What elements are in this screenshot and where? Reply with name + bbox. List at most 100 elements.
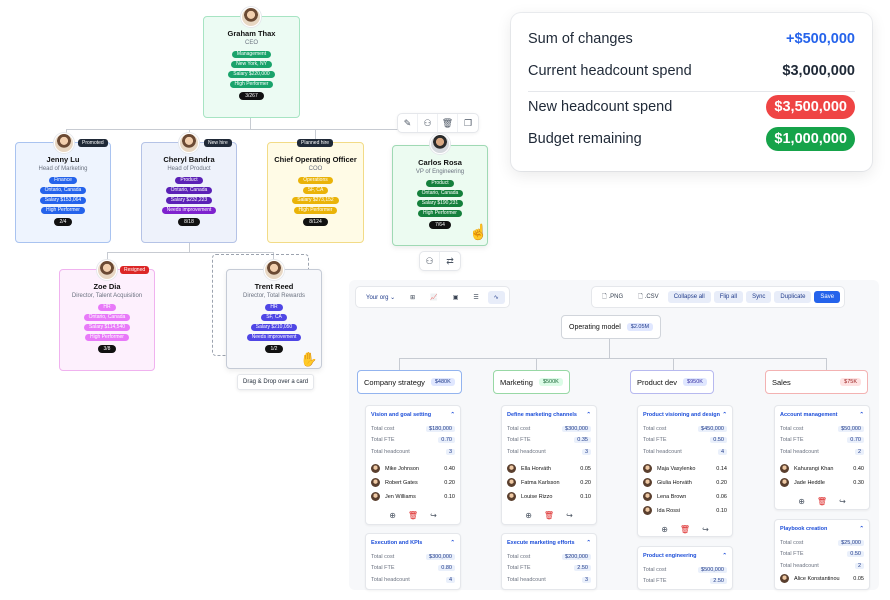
- add-icon[interactable]: ⊕: [798, 496, 805, 506]
- activity-icon[interactable]: ∿: [487, 290, 505, 304]
- add-icon[interactable]: ⊕: [661, 524, 668, 534]
- total-fte: 2.50: [574, 565, 591, 572]
- dept-marketing[interactable]: Marketing $500K: [493, 370, 570, 394]
- group-card[interactable]: Account management ⌃ Total cost $50,000 To…: [774, 405, 870, 510]
- delete-icon[interactable]: 🗑: [816, 496, 828, 506]
- add-person-icon[interactable]: ⚇: [420, 252, 440, 270]
- employee-row[interactable]: Kahurangi Khan 0.40: [780, 462, 864, 476]
- total-fte: 0.50: [847, 551, 864, 558]
- employee-row[interactable]: Alice Konstantinou 0.05: [780, 572, 864, 586]
- group-card[interactable]: Product engineering ⌃ Total cost $500,000 …: [637, 546, 733, 590]
- coo-card[interactable]: Chief Operating Officer COO Operations S…: [267, 142, 364, 243]
- row-label: Total cost: [643, 425, 667, 432]
- jenny-card[interactable]: Jenny Lu Head of Marketing Finance Ontar…: [15, 142, 111, 243]
- chevron-up-icon[interactable]: ⌃: [586, 540, 591, 546]
- redirect-icon[interactable]: ↪: [430, 510, 437, 520]
- carlos-card[interactable]: Carlos Rosa VP of Engineering Product On…: [392, 145, 488, 246]
- employee-row[interactable]: Jen Williams 0.10: [371, 490, 455, 504]
- chevron-up-icon[interactable]: ⌃: [859, 412, 864, 418]
- employee-row[interactable]: Fatma Karlsson 0.20: [507, 476, 591, 490]
- group-card[interactable]: Product visioning and design ⌃ Total cost…: [637, 405, 733, 537]
- redirect-icon[interactable]: ↪: [839, 496, 846, 506]
- redirect-icon[interactable]: ↪: [566, 510, 573, 520]
- export-csv-button[interactable]: 🗋 .CSV: [632, 289, 665, 305]
- employee-name: Fatma Karlsson: [521, 479, 560, 486]
- employee-row[interactable]: Lena Brown 0.06: [643, 490, 727, 504]
- flip-all-button[interactable]: Flip all: [713, 291, 744, 303]
- employee-row[interactable]: Ida Rossi 0.10: [643, 504, 727, 518]
- save-button[interactable]: Save: [814, 291, 841, 303]
- row-label: Total headcount: [507, 448, 546, 455]
- group-title: Playbook creation: [780, 526, 828, 532]
- swap-icon[interactable]: ⇄: [446, 255, 454, 266]
- employee-row[interactable]: Giulia Horváth 0.20: [643, 476, 727, 490]
- chevron-up-icon[interactable]: ⌃: [450, 540, 455, 546]
- trent-card[interactable]: Trent Reed Director, Total Rewards HR SF…: [226, 269, 322, 369]
- employee-row[interactable]: Ella Horváth 0.05: [507, 462, 591, 476]
- line-chart-icon[interactable]: 📈: [430, 294, 438, 301]
- sync-button[interactable]: Sync: [746, 291, 772, 303]
- group-card[interactable]: Define marketing channels ⌃ Total cost $30…: [501, 405, 597, 525]
- duplicate-button[interactable]: Duplicate: [774, 291, 812, 303]
- summary-row: Budget remaining $1,000,000: [528, 127, 855, 151]
- export-png-button[interactable]: 🗋 .PNG: [596, 289, 629, 305]
- action-toolbar: 🗋 .PNG 🗋 .CSV Collapse all Flip all Sync…: [591, 286, 846, 308]
- export-png-label: .PNG: [608, 294, 624, 300]
- delete-icon[interactable]: 🗑: [679, 524, 691, 534]
- card-title: Head of Marketing: [38, 166, 88, 172]
- report-count[interactable]: 2/4: [53, 218, 73, 226]
- zoe-card[interactable]: Zoe Dia Director, Talent Acquisition HR …: [59, 269, 155, 371]
- delete-icon[interactable]: 🗑: [543, 510, 555, 520]
- collapse-all-button[interactable]: Collapse all: [667, 291, 711, 303]
- row-label: Total FTE: [643, 437, 667, 444]
- report-count[interactable]: 3/8: [97, 345, 117, 353]
- chevron-up-icon[interactable]: ⌃: [586, 412, 591, 418]
- location-pill: Ontario, Canada: [165, 187, 213, 194]
- report-count[interactable]: 7/64: [429, 221, 451, 229]
- report-count[interactable]: 3/267: [239, 92, 264, 100]
- edit-icon[interactable]: ✎: [398, 114, 418, 132]
- chevron-up-icon[interactable]: ⌃: [722, 412, 727, 418]
- ceo-card[interactable]: Graham Thax CEO Management New York, NY …: [203, 16, 300, 118]
- org-tree-icon[interactable]: ⊞: [410, 294, 416, 301]
- row-label: Total FTE: [507, 565, 531, 572]
- delete-icon[interactable]: 🗑: [407, 510, 419, 520]
- copy-icon[interactable]: ❐: [463, 117, 473, 128]
- employee-row[interactable]: Jade Heddle 0.30: [780, 476, 864, 490]
- cheryl-card[interactable]: Cheryl Bandra Head of Product Product On…: [141, 142, 237, 243]
- image-icon[interactable]: ▣: [452, 294, 459, 301]
- add-person-icon[interactable]: ⚇: [418, 114, 438, 132]
- row-label: Total FTE: [780, 551, 804, 558]
- employee-row[interactable]: Robert Gates 0.20: [371, 476, 455, 490]
- summary-row: Current headcount spend $3,000,000: [528, 63, 855, 79]
- add-icon[interactable]: ⊕: [389, 510, 396, 520]
- redirect-icon[interactable]: ↪: [702, 524, 709, 534]
- employee-row[interactable]: Mike Johnson 0.40: [371, 462, 455, 476]
- employee-row[interactable]: Maja Vasylenko 0.14: [643, 462, 727, 476]
- add-icon[interactable]: ⊕: [525, 510, 532, 520]
- total-cost: $200,000: [562, 553, 591, 560]
- summary-value: $3,000,000: [782, 63, 855, 79]
- delete-icon[interactable]: 🗑: [438, 114, 458, 132]
- dept-company-strategy[interactable]: Company strategy $480K: [357, 370, 462, 394]
- department-pill: Finance: [49, 177, 77, 184]
- employee-row[interactable]: Louise Rizzo 0.10: [507, 490, 591, 504]
- card-name: Trent Reed: [254, 282, 294, 291]
- group-card[interactable]: Execute marketing efforts ⌃ Total cost $20…: [501, 533, 597, 590]
- dept-product-dev[interactable]: Product dev $950K: [630, 370, 714, 394]
- report-count[interactable]: 8/124: [303, 218, 328, 226]
- employee-fte: 0.40: [853, 465, 864, 472]
- list-icon[interactable]: ☰: [473, 294, 479, 301]
- group-card[interactable]: Execution and KPIs ⌃ Total cost $300,000 T…: [365, 533, 461, 590]
- dept-sales[interactable]: Sales $75K: [765, 370, 868, 394]
- performance-pill: High Performer: [418, 210, 462, 217]
- chevron-up-icon[interactable]: ⌃: [722, 553, 727, 559]
- group-card[interactable]: Playbook creation ⌃ Total cost $25,000 Tot…: [774, 519, 870, 590]
- report-count[interactable]: 8/18: [178, 218, 200, 226]
- root-node[interactable]: Operating model $2.05M: [561, 315, 662, 339]
- group-card[interactable]: Vision and goal setting ⌃ Total cost $180,…: [365, 405, 461, 525]
- chevron-up-icon[interactable]: ⌃: [450, 412, 455, 418]
- report-count[interactable]: 1/2: [264, 345, 284, 353]
- chevron-up-icon[interactable]: ⌃: [859, 526, 864, 532]
- org-select[interactable]: Your org ⌄: [360, 291, 401, 304]
